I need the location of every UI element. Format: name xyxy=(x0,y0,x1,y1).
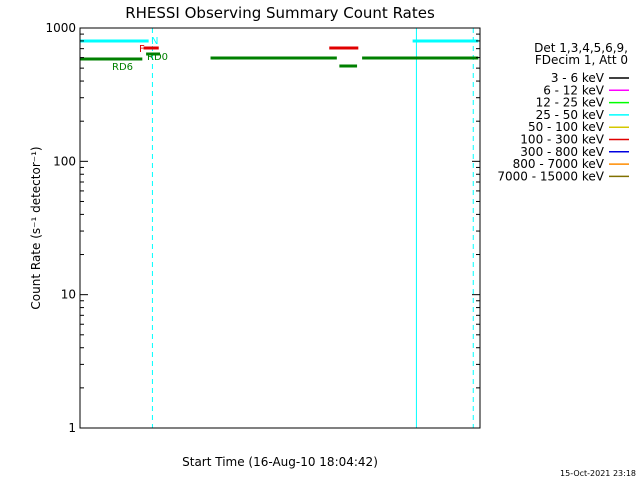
x-axis-label: Start Time (16-Aug-10 18:04:42) xyxy=(182,455,378,469)
legend-label-2: 12 - 25 keV xyxy=(536,96,605,110)
legend-label-7: 800 - 7000 keV xyxy=(513,157,605,171)
legend-label-1: 6 - 12 keV xyxy=(543,83,605,97)
y-tick-label-100: 100 xyxy=(53,154,76,168)
legend-label-5: 100 - 300 keV xyxy=(520,133,604,147)
legend-header-0: Det 1,3,4,5,6,9, xyxy=(534,41,628,55)
y-tick-label-1: 1 xyxy=(68,421,76,435)
legend-label-8: 7000 - 15000 keV xyxy=(497,169,604,183)
legend-header-1: FDecim 1, Att 0 xyxy=(535,53,628,67)
y-axis-label: Count Rate (s⁻¹ detector⁻¹) xyxy=(29,146,43,309)
axes: 110100100018:1518:3018:4519:0019:1519:30 xyxy=(45,21,480,435)
chart-title: RHESSI Observing Summary Count Rates xyxy=(125,4,435,22)
legend-label-4: 50 - 100 keV xyxy=(528,120,605,134)
flag-label-rd0: RD0 xyxy=(147,52,168,63)
flag-label-rd6: RD6 xyxy=(112,62,133,73)
legend-label-3: 25 - 50 keV xyxy=(536,108,605,122)
y-tick-label-1000: 1000 xyxy=(45,21,76,35)
flag-label-f: F xyxy=(139,44,145,55)
flag-label-n: N xyxy=(151,36,158,47)
y-tick-label-10: 10 xyxy=(61,288,76,302)
legend-label-0: 3 - 6 keV xyxy=(551,71,605,85)
legend-label-6: 300 - 800 keV xyxy=(520,145,604,159)
timestamp-label: 15-Oct-2021 23:18 xyxy=(560,469,636,478)
plot-frame xyxy=(79,27,481,429)
legend: Det 1,3,4,5,6,9,FDecim 1, Att 0 3 - 6 keV… xyxy=(497,41,629,183)
